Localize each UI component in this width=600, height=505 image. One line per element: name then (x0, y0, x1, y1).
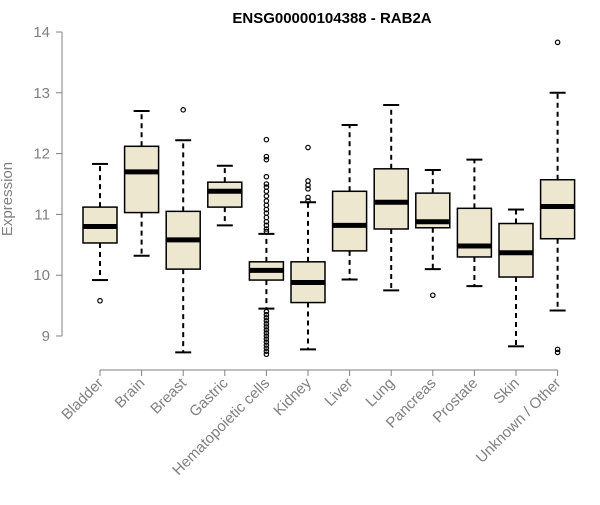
outlier-hematopoietic-cells-20 (263, 317, 270, 324)
outlier-kidney-3 (305, 186, 311, 192)
x-tick-label-bladder: Bladder (58, 375, 107, 424)
y-tick-label-9: 9 (42, 328, 50, 345)
box-bladder (82, 162, 118, 304)
box-iqr-brain (123, 145, 160, 214)
x-tick-label-prostate: Prostate (430, 375, 482, 427)
outlier-hematopoietic-cells-28 (263, 342, 270, 348)
x-tick-label-liver: Liver (321, 375, 356, 410)
box-iqr-gastric (207, 181, 243, 208)
box-lung (373, 103, 409, 292)
outlier-hematopoietic-cells-7 (263, 193, 270, 199)
outlier-hematopoietic-cells-18 (263, 311, 270, 318)
box-hematopoietic-cells (248, 136, 285, 358)
outlier-hematopoietic-cells-22 (263, 324, 270, 330)
y-axis: 9 10 11 12 13 14 (33, 24, 63, 345)
outlier-hematopoietic-cells-23 (263, 327, 270, 333)
outlier-hematopoietic-cells-15 (263, 226, 270, 232)
outlier-hematopoietic-cells-0 (263, 136, 270, 143)
outlier-hematopoietic-cells-13 (263, 218, 270, 225)
outlier-hematopoietic-cells-27 (263, 339, 270, 345)
outlier-unknown-other-2 (554, 349, 561, 356)
box-liver (331, 124, 368, 281)
outlier-bladder-0 (97, 297, 103, 304)
outlier-hematopoietic-cells-31 (263, 351, 270, 358)
outlier-kidney-5 (305, 198, 311, 204)
boxes-layer (82, 39, 576, 358)
box-iqr-liver (331, 190, 368, 252)
box-iqr-prostate (456, 207, 493, 258)
y-axis-label: Expression (0, 162, 16, 236)
outlier-unknown-other-1 (554, 346, 561, 353)
outlier-hematopoietic-cells-16 (263, 228, 270, 235)
outlier-hematopoietic-cells-25 (263, 333, 270, 339)
outlier-kidney-0 (305, 144, 311, 151)
box-breast (165, 107, 201, 354)
outlier-hematopoietic-cells-3 (263, 173, 270, 180)
y-tick-label-14: 14 (33, 24, 50, 41)
outlier-hematopoietic-cells-1 (263, 153, 270, 160)
x-tick-label-skin: Skin (490, 375, 523, 408)
x-tick-label-lung: Lung (362, 375, 398, 411)
box-iqr-unknown-other (539, 178, 576, 240)
box-pancreas (415, 169, 451, 299)
x-tick-label-brain: Brain (112, 375, 149, 412)
y-tick-label-12: 12 (33, 146, 50, 163)
box-gastric (207, 164, 243, 227)
box-skin (498, 208, 534, 348)
outlier-hematopoietic-cells-29 (263, 345, 270, 351)
outlier-hematopoietic-cells-14 (263, 222, 270, 229)
outlier-hematopoietic-cells-26 (263, 336, 270, 342)
outlier-kidney-4 (305, 194, 311, 201)
outlier-kidney-2 (305, 182, 311, 189)
outlier-hematopoietic-cells-10 (263, 206, 270, 213)
x-tick-label-kidney: Kidney (270, 374, 315, 419)
outlier-hematopoietic-cells-2 (263, 156, 270, 163)
outlier-hematopoietic-cells-24 (263, 330, 270, 336)
box-prostate (456, 158, 493, 288)
outlier-hematopoietic-cells-4 (263, 181, 270, 187)
y-tick-label-13: 13 (33, 85, 50, 102)
box-unknown-other (539, 39, 576, 356)
outlier-pancreas-0 (429, 292, 436, 299)
outlier-hematopoietic-cells-30 (263, 348, 270, 355)
chart-title: ENSG00000104388 - RAB2A (232, 10, 431, 27)
x-tick-label-breast: Breast (147, 374, 190, 417)
y-tick-label-10: 10 (33, 267, 50, 284)
outlier-hematopoietic-cells-21 (263, 321, 270, 327)
box-iqr-lung (373, 168, 409, 230)
outlier-hematopoietic-cells-19 (263, 314, 270, 321)
outlier-hematopoietic-cells-17 (263, 308, 270, 315)
box-kidney (290, 144, 326, 351)
box-brain (123, 110, 160, 257)
outlier-breast-0 (180, 107, 187, 113)
outlier-unknown-other-0 (554, 39, 561, 46)
y-tick-label-11: 11 (34, 206, 50, 223)
